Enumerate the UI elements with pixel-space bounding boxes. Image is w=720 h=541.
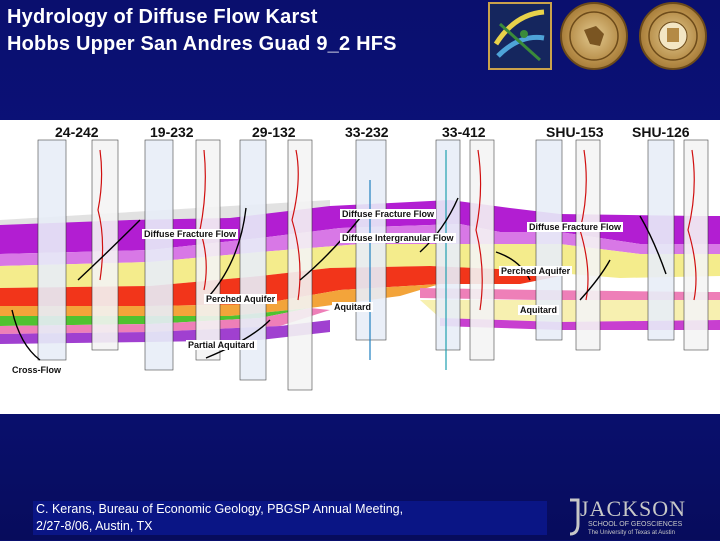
red-perched-aquifer [0, 266, 560, 306]
jackson-logo-graphic: JACKSON SCHOOL OF GEOSCIENCES The Univer… [569, 496, 686, 536]
label-cross-flow: Cross-Flow [10, 365, 64, 375]
pale-yellow-right [420, 300, 720, 322]
citation-line-1: C. Kerans, Bureau of Economic Geology, P… [36, 502, 404, 516]
jackson-logo-sub: SCHOOL OF GEOSCIENCES [588, 521, 683, 528]
beg-logo [488, 2, 552, 70]
citation-line-2: 2/27-8/06, Austin, TX [36, 519, 153, 533]
title-line-2: Hobbs Upper San Andres Guad 9_2 HFS [7, 33, 397, 55]
label-diffuse-fracture-flow-center: Diffuse Fracture Flow [340, 209, 437, 219]
well-label-29-132: 29-132 [252, 124, 296, 140]
well-label-33-232: 33-232 [345, 124, 389, 140]
well-logs [37, 139, 709, 391]
jackson-school-logo: JACKSON SCHOOL OF GEOSCIENCES The Univer… [566, 496, 706, 536]
well-log-2 [144, 139, 174, 371]
label-diffuse-intergranular-flow: Diffuse Intergranular Flow [340, 233, 456, 243]
well-label-24-242: 24-242 [55, 124, 99, 140]
citation-box: C. Kerans, Bureau of Economic Geology, P… [33, 501, 547, 535]
bureau-economic-geology-seal [560, 2, 628, 70]
jackson-logo-sub2: The University of Texas at Austin [588, 530, 675, 536]
slide-title: Hydrology of Diffuse Flow Karst Hobbs Up… [7, 4, 397, 58]
well-label-shu-153: SHU-153 [546, 124, 604, 140]
jackson-logo-main: JACKSON [580, 496, 686, 521]
well-label-33-412: 33-412 [442, 124, 486, 140]
ut-geological-sciences-seal [639, 2, 707, 70]
log-traces [97, 149, 697, 370]
cross-section-diagram [0, 139, 720, 391]
title-line-1: Hydrology of Diffuse Flow Karst [7, 6, 318, 28]
flow-arrows [11, 197, 667, 361]
label-perched-aquifer-left: Perched Aquifer [204, 294, 278, 304]
well-log-1 [37, 139, 67, 361]
seal-emblem-1 [569, 11, 619, 61]
beg-logo-graphic [493, 9, 545, 62]
pink-unit-2 [420, 288, 720, 300]
cross-section-panel [0, 120, 720, 414]
seal-emblem-2 [648, 11, 698, 61]
well-label-shu-126: SHU-126 [632, 124, 690, 140]
well-label-19-232: 19-232 [150, 124, 194, 140]
label-perched-aquifer-right: Perched Aquifer [499, 266, 573, 276]
label-diffuse-fracture-flow-left: Diffuse Fracture Flow [142, 229, 239, 239]
label-diffuse-fracture-flow-right: Diffuse Fracture Flow [527, 222, 624, 232]
label-aquitard-right: Aquitard [518, 305, 559, 315]
label-aquitard-center: Aquitard [332, 302, 373, 312]
label-partial-aquitard: Partial Aquitard [186, 340, 257, 350]
